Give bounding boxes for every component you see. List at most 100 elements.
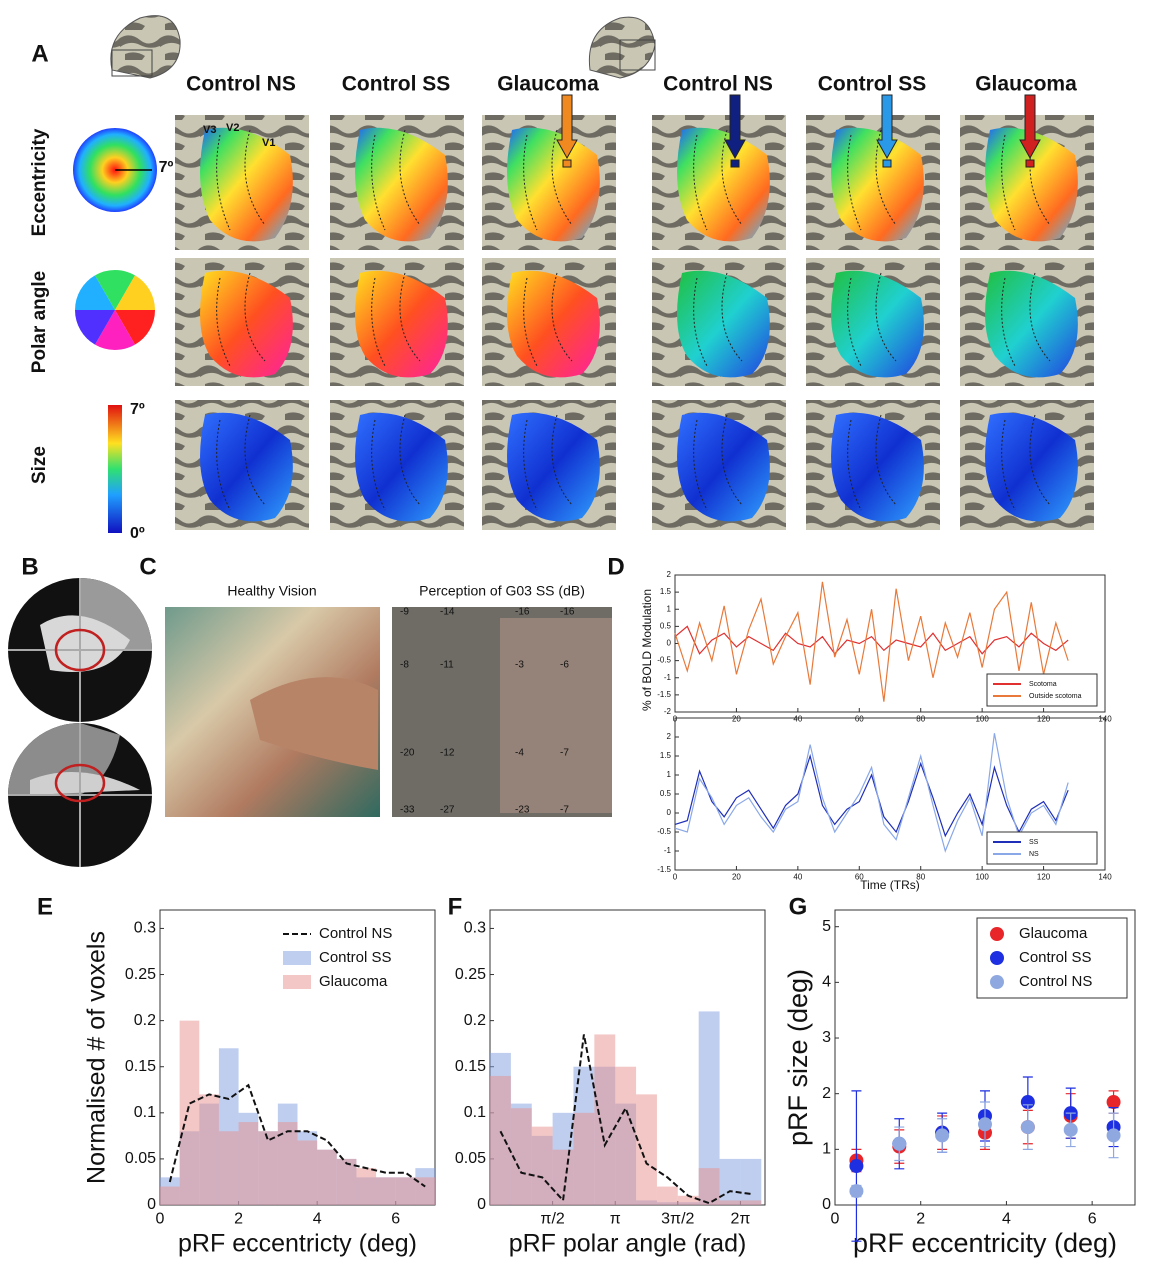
histogram-bar [720, 1159, 741, 1205]
x-axis-label: Time (TRs) [860, 878, 920, 892]
y-tick-label: 0.5 [660, 621, 672, 630]
db-value: -20 [400, 748, 415, 759]
brain-icon [111, 16, 180, 78]
column-header: Control NS [186, 73, 296, 96]
point [892, 1137, 906, 1151]
y-tick-label: -1.5 [657, 690, 671, 699]
y-tick-label: -1 [664, 846, 672, 855]
row-label: Eccentricity [29, 128, 50, 236]
legend-marker [990, 951, 1004, 965]
legend-marker [990, 927, 1004, 941]
roi-marker [1026, 160, 1034, 167]
x-tick-label: 20 [732, 872, 741, 881]
column-header: Control SS [818, 73, 927, 96]
region-label: V2 [226, 122, 239, 134]
chart: 020406080100120140-1.5-1-0.500.511.52Tim… [657, 718, 1112, 892]
db-value: -9 [400, 607, 409, 618]
y-axis-label: pRF size (deg) [783, 969, 813, 1146]
y-tick-label: 0.5 [660, 789, 672, 798]
x-axis-label: pRF eccentricity (deg) [853, 1228, 1117, 1258]
x-tick-label: 120 [1037, 872, 1051, 881]
histogram-bar [298, 1140, 318, 1205]
legend-label: Glaucoma [1019, 925, 1088, 942]
db-value: -8 [400, 660, 409, 671]
x-tick-label: 100 [975, 872, 989, 881]
x-tick-label: 80 [916, 714, 925, 723]
x-tick-label: π [610, 1211, 621, 1228]
y-tick-label: 0.15 [455, 1058, 486, 1075]
y-tick-label: 1 [667, 604, 672, 613]
panel-label: E [37, 893, 53, 920]
point [1021, 1120, 1035, 1134]
histogram-bar [317, 1150, 337, 1205]
db-value: -11 [440, 660, 454, 671]
panel-label: G [789, 893, 808, 920]
x-tick-label: 4 [1002, 1211, 1011, 1228]
x-tick-label: 4 [313, 1211, 322, 1228]
y-tick-label: 0 [147, 1196, 156, 1213]
column-header: Control NS [663, 73, 773, 96]
legend-label: Scotoma [1029, 681, 1057, 688]
histogram-bar [594, 1034, 615, 1205]
y-tick-label: -1 [664, 673, 672, 682]
histogram-bar [678, 1196, 699, 1205]
point [1064, 1123, 1078, 1137]
histogram-bar [160, 1187, 180, 1205]
y-tick-label: 0.15 [125, 1058, 156, 1075]
x-tick-label: 0 [156, 1211, 165, 1228]
y-tick-label: 0.25 [125, 966, 156, 983]
x-tick-label: 40 [793, 872, 802, 881]
db-value: -33 [400, 805, 415, 816]
x-tick-label: π/2 [540, 1211, 564, 1228]
y-tick-label: 1 [667, 770, 672, 779]
chart: 024600.050.10.150.20.250.3pRF eccentrict… [83, 910, 435, 1258]
legend-box [987, 832, 1097, 864]
visual-field [8, 578, 152, 722]
y-tick-label: 0.1 [464, 1104, 486, 1121]
x-tick-label: 60 [855, 714, 864, 723]
histogram-bar [720, 1200, 741, 1205]
y-tick-label: 2 [822, 1085, 831, 1102]
legend-marker [283, 975, 311, 989]
panel-label: A [31, 40, 48, 67]
x-tick-label: 3π/2 [661, 1211, 694, 1228]
histogram-bar [337, 1159, 357, 1205]
colorbar-label: 7º [130, 401, 145, 418]
db-value: -14 [440, 607, 455, 618]
y-tick-label: 0.2 [464, 1012, 486, 1029]
y-tick-label: 3 [822, 1029, 831, 1046]
column-header: Glaucoma [497, 73, 599, 96]
legend-marker [283, 951, 311, 965]
x-tick-label: 2 [916, 1211, 925, 1228]
legend-label: Glaucoma [319, 973, 388, 990]
panel-label: B [21, 553, 38, 580]
row-label: Polar angle [29, 271, 50, 373]
legend-label: SS [1029, 839, 1039, 846]
column-header: Glaucoma [975, 73, 1077, 96]
x-tick-label: 140 [1098, 872, 1112, 881]
y-tick-label: -1.5 [657, 865, 671, 874]
histogram-bar [219, 1131, 239, 1205]
figure: A B C D E F G 7º 7º 0º Control NSControl… [0, 0, 1149, 1265]
size-colorbar [108, 405, 122, 533]
perception-image-part [500, 618, 612, 813]
histogram-bar [573, 1113, 594, 1205]
x-tick-label: 0 [673, 872, 678, 881]
point [1107, 1128, 1121, 1142]
y-tick-label: 1.5 [660, 751, 672, 760]
y-tick-label: 0 [667, 808, 672, 817]
x-tick-label: 6 [1088, 1211, 1097, 1228]
db-value: -6 [560, 660, 569, 671]
y-axis-label: % of BOLD Modulation [640, 589, 654, 711]
x-tick-label: 20 [732, 714, 741, 723]
x-tick-label: 40 [793, 714, 802, 723]
db-value: -7 [560, 748, 569, 759]
x-tick-label: 6 [391, 1211, 400, 1228]
histogram-bar [239, 1122, 259, 1205]
y-tick-label: 0.05 [455, 1150, 486, 1167]
histogram-bar [490, 1076, 511, 1205]
y-tick-label: -2 [664, 707, 672, 716]
